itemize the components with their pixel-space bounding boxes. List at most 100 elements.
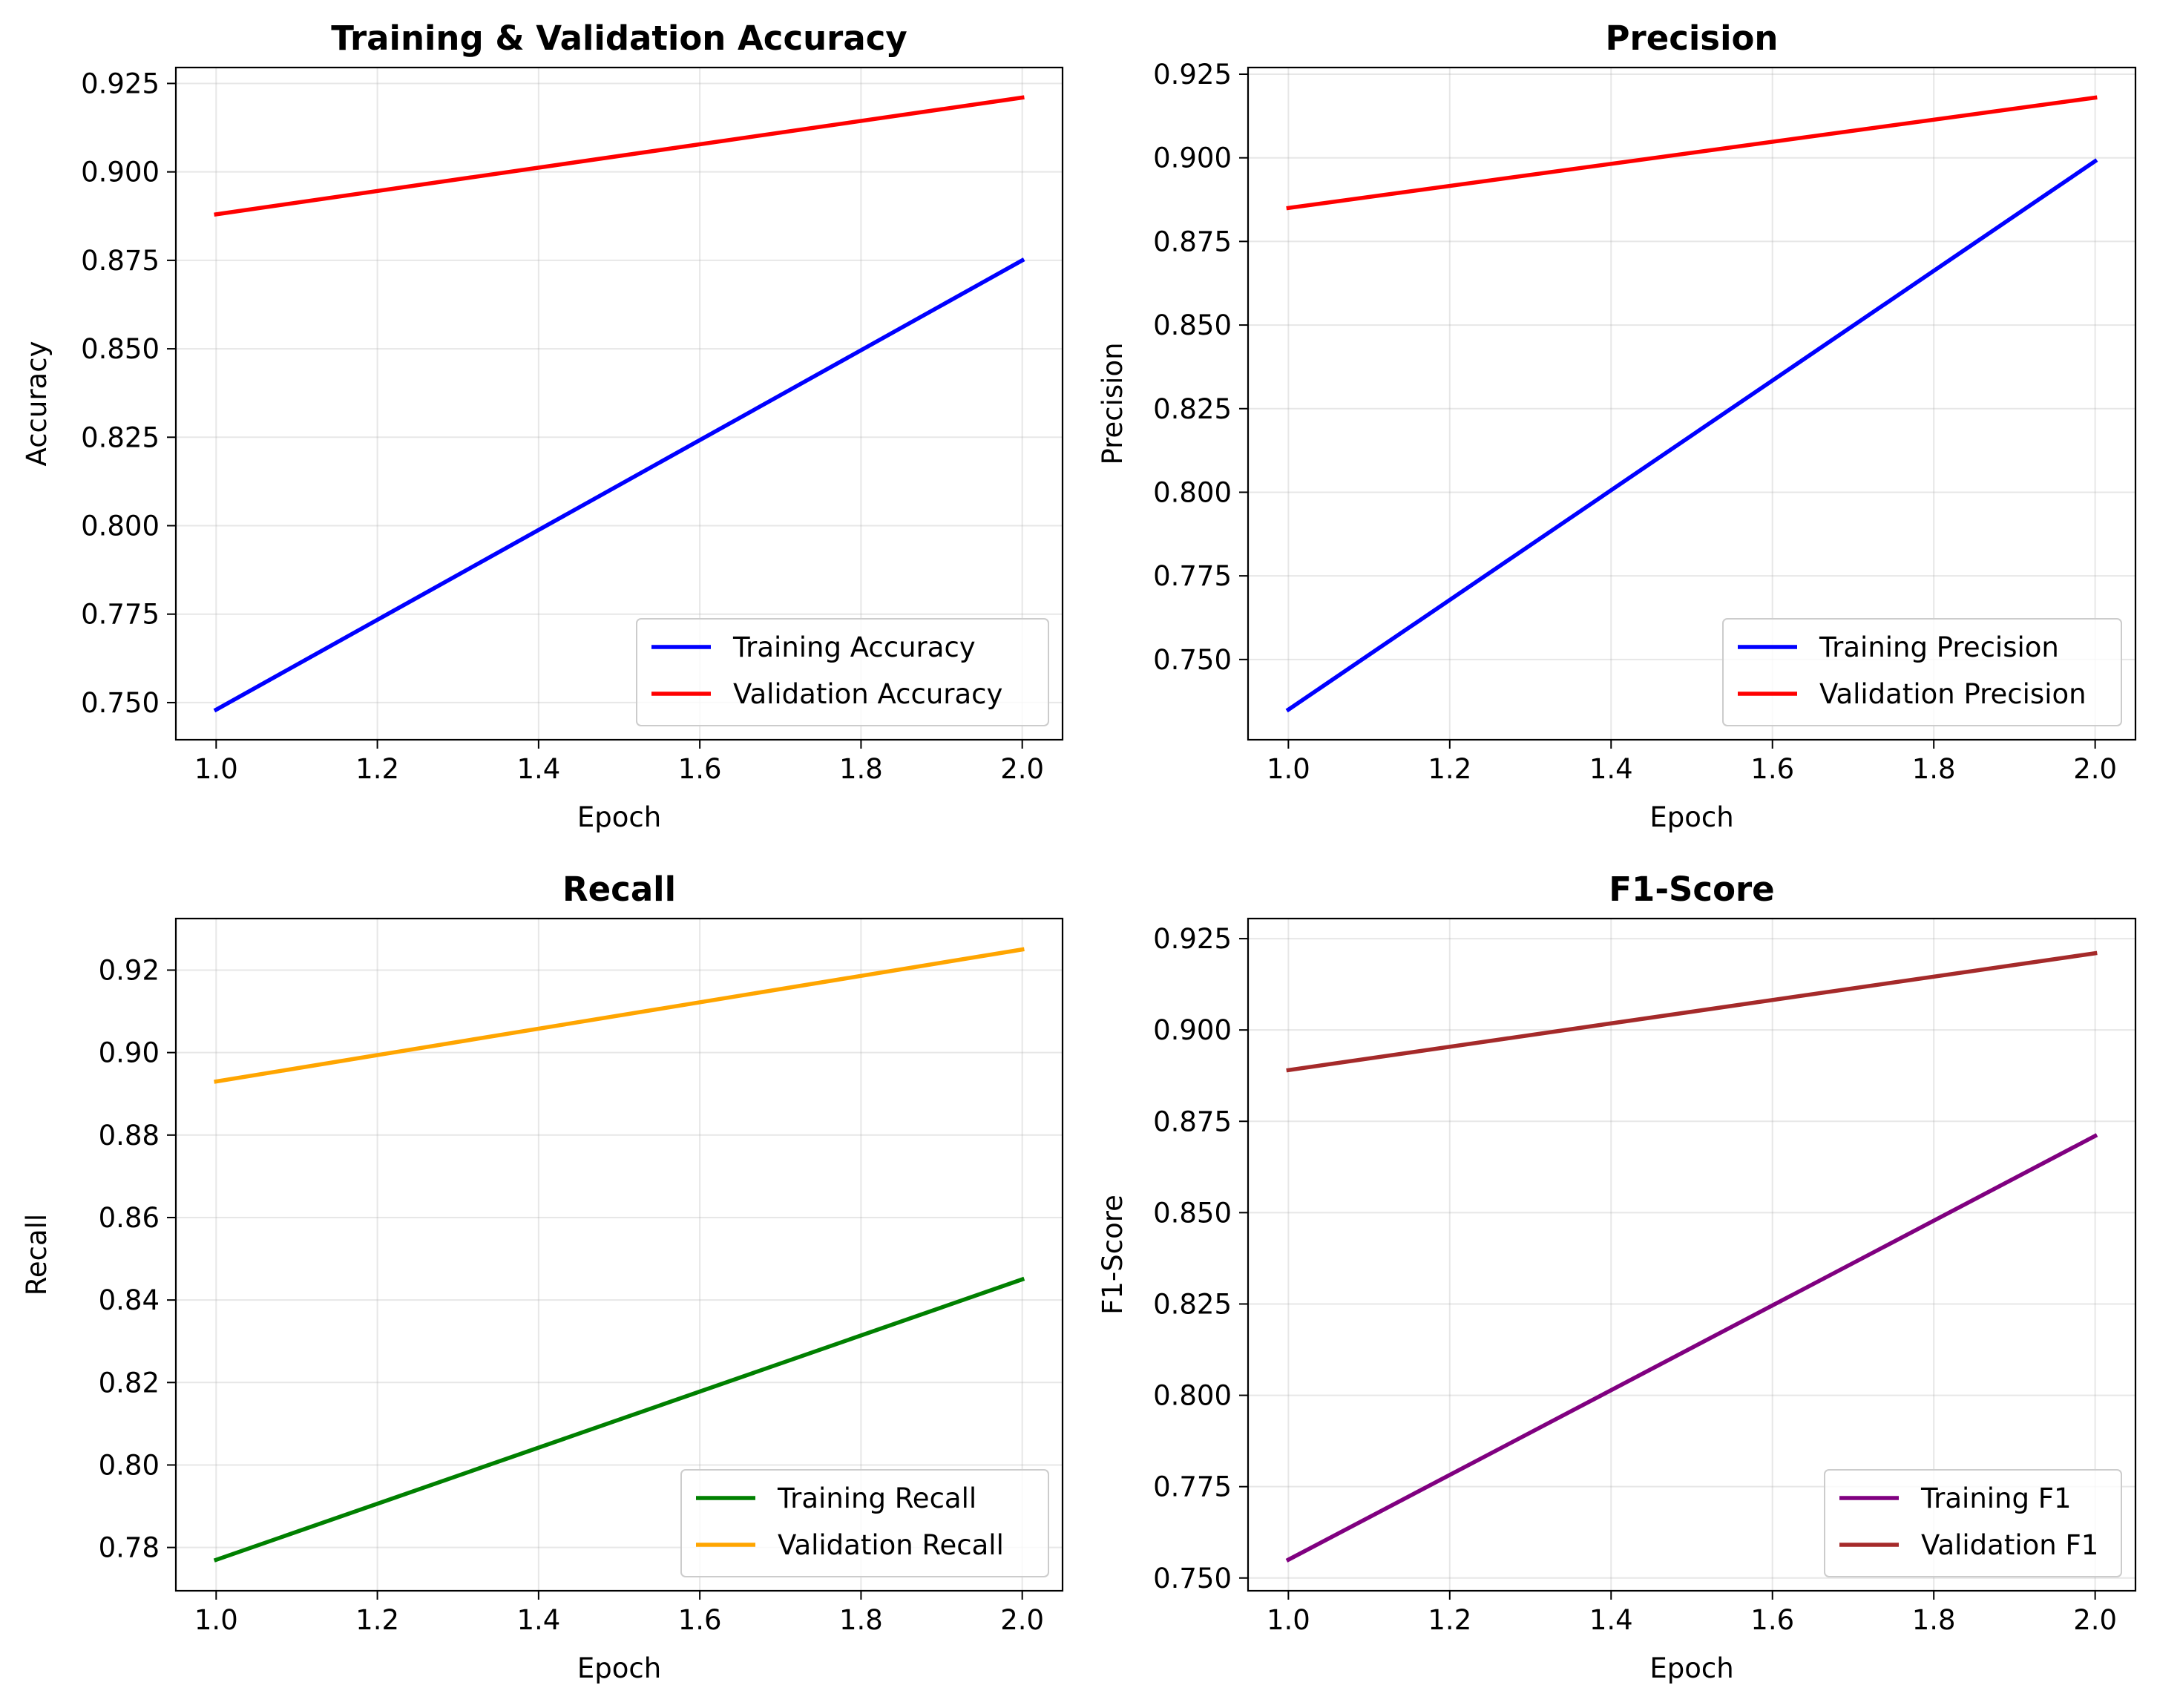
x-tick-label: 2.0 xyxy=(2073,753,2117,785)
y-tick-label: 0.800 xyxy=(81,510,160,542)
y-tick-label: 0.825 xyxy=(1153,393,1232,425)
x-tick-label: 1.4 xyxy=(516,1604,560,1636)
legend-entry: Validation F1 xyxy=(1921,1529,2098,1561)
y-tick-label: 0.875 xyxy=(81,245,160,277)
y-tick-label: 0.825 xyxy=(81,421,160,453)
y-tick-label: 0.800 xyxy=(1153,476,1232,508)
y-tick-label: 0.84 xyxy=(99,1284,160,1316)
y-tick-label: 0.800 xyxy=(1153,1380,1232,1412)
legend-entry: Training F1 xyxy=(1920,1482,2072,1514)
y-axis-label: Precision xyxy=(1097,342,1129,464)
legend-entry: Training Recall xyxy=(777,1482,976,1514)
legend-entry: Training Precision xyxy=(1819,631,2059,663)
x-tick-label: 1.4 xyxy=(1589,1604,1633,1636)
y-tick-label: 0.750 xyxy=(1153,644,1232,676)
y-tick-label: 0.750 xyxy=(1153,1563,1232,1594)
chart-title: F1-Score xyxy=(1609,870,1774,909)
y-tick-label: 0.850 xyxy=(1153,1197,1232,1229)
subplot-4: 1.0 1.2 1.4 1.6 1.8 2.0 0.750 0.775 0.800 0.825 0.… xyxy=(1097,870,2137,1684)
y-tick-label: 0.925 xyxy=(1153,923,1232,955)
y-tick-label: 0.875 xyxy=(1153,226,1232,257)
axes-frame xyxy=(174,66,1064,741)
y-tick-label: 0.900 xyxy=(1153,1014,1232,1046)
x-tick-label: 1.6 xyxy=(678,753,722,785)
x-tick-label: 1.4 xyxy=(1589,753,1633,785)
x-tick-label: 1.0 xyxy=(1267,1604,1310,1636)
x-tick-label: 1.0 xyxy=(194,753,238,785)
subplot-2: 1.0 1.2 1.4 1.6 1.8 2.0 0.750 0.775 0.800 0.825 0.… xyxy=(1097,19,2137,833)
y-tick-label: 0.900 xyxy=(81,157,160,188)
axes-frame xyxy=(1247,917,2137,1592)
y-tick-label: 0.900 xyxy=(1153,142,1232,174)
x-axis-label: Epoch xyxy=(577,801,661,833)
series-line-2 xyxy=(214,95,1025,217)
x-tick-label: 1.4 xyxy=(516,753,560,785)
y-tick-label: 0.775 xyxy=(81,599,160,631)
series-line-2 xyxy=(1286,95,2098,211)
subplot-3: 1.0 1.2 1.4 1.6 1.8 2.0 0.78 0.80 0.82 0.84 0.86 0.… xyxy=(21,870,1064,1684)
legend-entry: Validation Precision xyxy=(1819,678,2087,710)
subplot-1: 1.0 1.2 1.4 1.6 1.8 2.0 0.750 0.775 0.800 0.825 0.… xyxy=(21,19,1064,833)
chart-title: Precision xyxy=(1606,19,1779,58)
y-tick-label: 0.850 xyxy=(1153,309,1232,341)
y-tick-label: 0.86 xyxy=(99,1202,160,1234)
axes-frame xyxy=(1247,66,2137,741)
x-tick-label: 2.0 xyxy=(1000,1604,1044,1636)
y-tick-label: 0.92 xyxy=(99,954,160,986)
x-tick-label: 1.8 xyxy=(1912,753,1956,785)
y-axis-label: Accuracy xyxy=(21,341,53,467)
legend-entry: Training Accuracy xyxy=(732,631,976,663)
y-tick-label: 0.80 xyxy=(99,1449,160,1481)
x-tick-label: 1.0 xyxy=(1267,753,1310,785)
x-tick-label: 1.2 xyxy=(1428,1604,1471,1636)
legend-entry: Validation Accuracy xyxy=(733,678,1002,710)
legend-box xyxy=(1722,618,2122,726)
y-tick-label: 0.875 xyxy=(1153,1106,1232,1137)
x-tick-label: 1.6 xyxy=(1750,1604,1794,1636)
x-tick-label: 1.2 xyxy=(355,753,399,785)
legend-entry: Validation Recall xyxy=(778,1529,1004,1561)
y-tick-label: 0.750 xyxy=(81,687,160,719)
y-tick-label: 0.775 xyxy=(1153,1471,1232,1503)
axes-frame xyxy=(174,917,1064,1592)
series-line-2 xyxy=(214,947,1025,1084)
x-tick-label: 2.0 xyxy=(1000,753,1044,785)
series-line-1 xyxy=(213,257,1025,713)
y-tick-label: 0.825 xyxy=(1153,1288,1232,1320)
x-axis-label: Epoch xyxy=(1649,1652,1733,1684)
y-tick-label: 0.78 xyxy=(99,1532,160,1564)
series-line-2 xyxy=(1286,950,2098,1073)
x-tick-label: 1.0 xyxy=(194,1604,238,1636)
x-tick-label: 1.6 xyxy=(678,1604,722,1636)
legend: Training Accuracy Validation Accuracy xyxy=(636,618,1049,726)
x-tick-label: 1.6 xyxy=(1750,753,1794,785)
x-tick-label: 2.0 xyxy=(2073,1604,2117,1636)
x-tick-label: 1.2 xyxy=(1428,753,1471,785)
y-axis-label: Recall xyxy=(21,1214,53,1295)
y-tick-label: 0.850 xyxy=(81,333,160,365)
x-tick-label: 1.2 xyxy=(355,1604,399,1636)
legend: Training Precision Validation Precision xyxy=(1722,618,2122,726)
y-tick-label: 0.925 xyxy=(1153,59,1232,91)
y-tick-label: 0.90 xyxy=(99,1037,160,1069)
series-line-1 xyxy=(213,1276,1025,1563)
x-tick-label: 1.8 xyxy=(839,1604,883,1636)
legend: Training F1 Validation F1 xyxy=(1824,1469,2122,1577)
legend-box xyxy=(636,618,1049,726)
y-axis-label: F1-Score xyxy=(1097,1195,1129,1315)
legend: Training Recall Validation Recall xyxy=(680,1469,1049,1577)
chart-title: Recall xyxy=(562,870,676,909)
y-tick-label: 0.925 xyxy=(81,68,160,99)
chart-title: Training & Validation Accuracy xyxy=(331,19,907,58)
series-line-1 xyxy=(1285,158,2098,713)
series-line-1 xyxy=(1285,1133,2098,1563)
y-tick-label: 0.775 xyxy=(1153,560,1232,592)
y-tick-label: 0.88 xyxy=(99,1120,160,1152)
legend-box xyxy=(680,1469,1049,1577)
x-tick-label: 1.8 xyxy=(1912,1604,1956,1636)
x-axis-label: Epoch xyxy=(577,1652,661,1684)
x-tick-label: 1.8 xyxy=(839,753,883,785)
y-tick-label: 0.82 xyxy=(99,1367,160,1399)
x-axis-label: Epoch xyxy=(1649,801,1733,833)
